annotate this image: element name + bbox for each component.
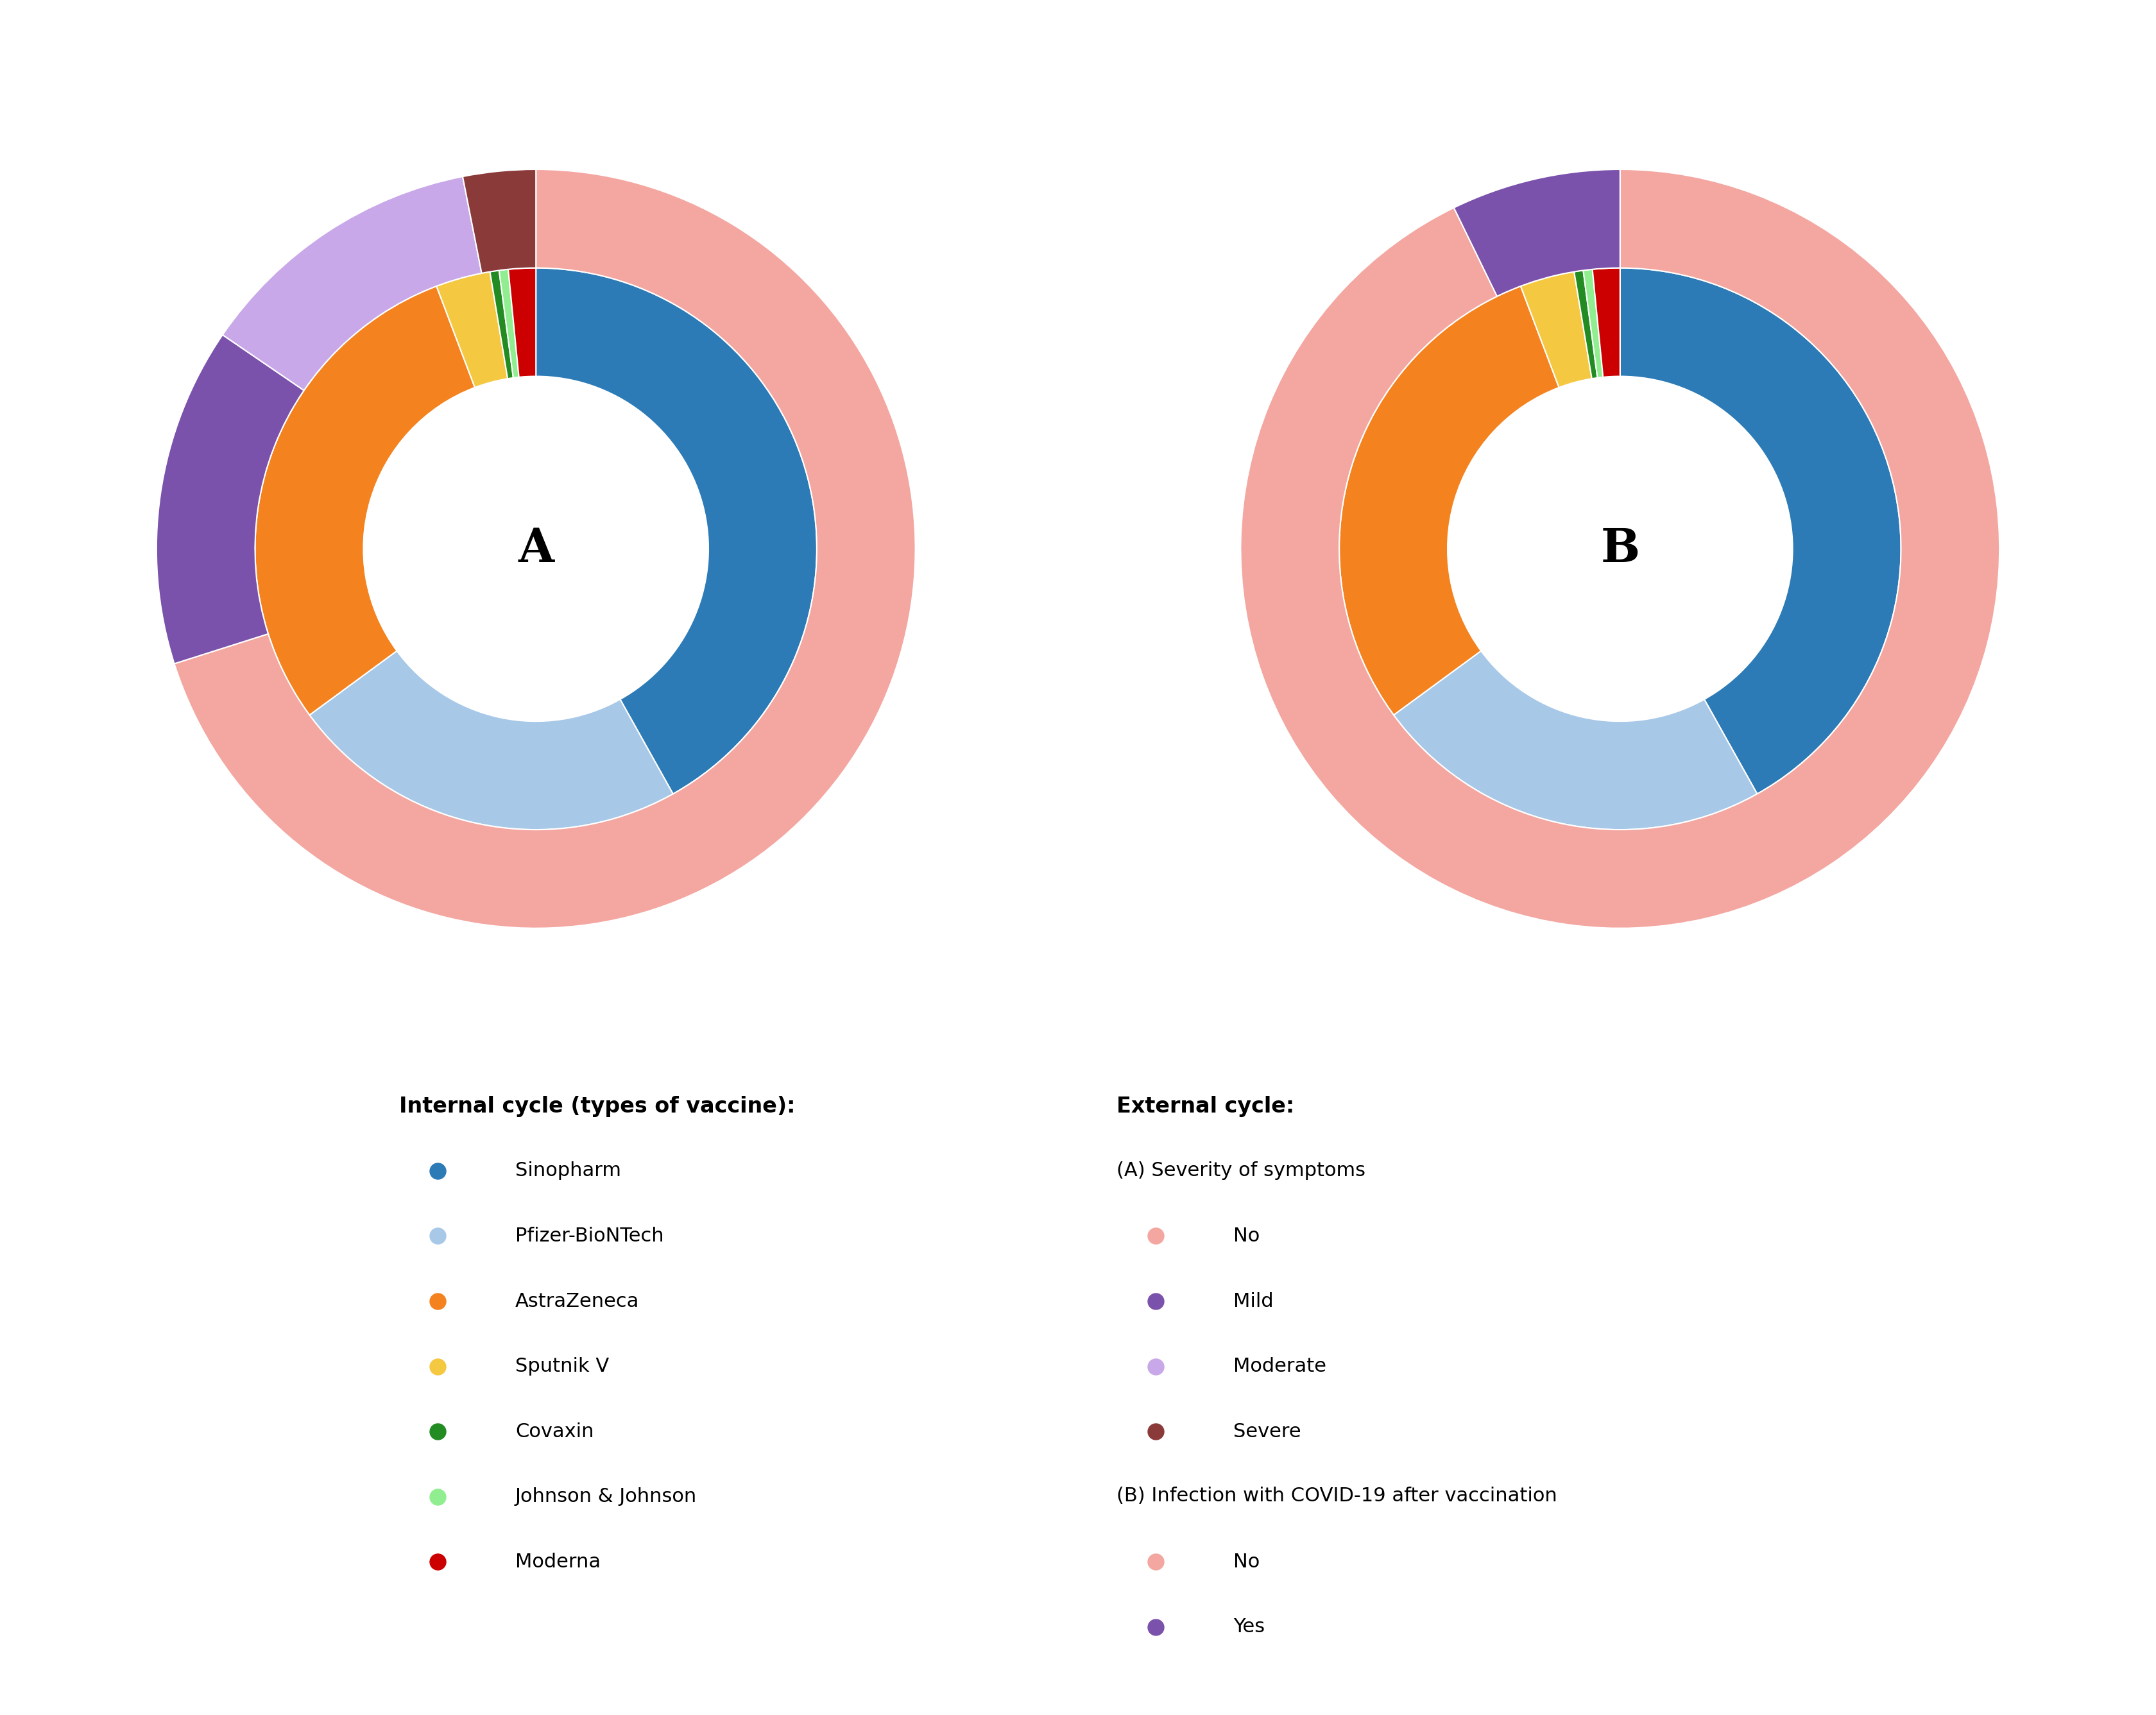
Text: External cycle:: External cycle: <box>1117 1096 1296 1116</box>
Text: No: No <box>1233 1226 1259 1245</box>
Text: Moderna: Moderna <box>515 1552 602 1571</box>
Wedge shape <box>464 170 537 273</box>
Wedge shape <box>1593 268 1619 377</box>
Wedge shape <box>1619 268 1902 794</box>
Text: Johnson & Johnson: Johnson & Johnson <box>515 1487 696 1506</box>
Text: B: B <box>1600 527 1641 571</box>
Wedge shape <box>222 177 481 391</box>
Wedge shape <box>175 170 916 928</box>
Wedge shape <box>436 271 507 388</box>
Text: Internal cycle (types of vaccine):: Internal cycle (types of vaccine): <box>399 1096 796 1116</box>
Text: No: No <box>1233 1552 1259 1571</box>
Text: Mild: Mild <box>1233 1291 1274 1310</box>
Text: A: A <box>517 527 554 571</box>
Wedge shape <box>310 652 673 830</box>
Wedge shape <box>1520 271 1591 388</box>
Wedge shape <box>509 268 537 377</box>
Wedge shape <box>1240 170 1999 928</box>
Text: AstraZeneca: AstraZeneca <box>515 1291 640 1310</box>
Text: Severe: Severe <box>1233 1422 1300 1441</box>
Wedge shape <box>489 271 513 379</box>
Text: Pfizer-BioNTech: Pfizer-BioNTech <box>515 1226 664 1245</box>
Wedge shape <box>1453 170 1619 297</box>
Wedge shape <box>254 286 474 715</box>
Wedge shape <box>498 269 520 377</box>
Text: Moderate: Moderate <box>1233 1357 1326 1375</box>
Text: Sinopharm: Sinopharm <box>515 1161 621 1180</box>
Text: (A) Severity of symptoms: (A) Severity of symptoms <box>1117 1161 1365 1180</box>
Text: Yes: Yes <box>1233 1617 1266 1636</box>
Wedge shape <box>537 268 817 794</box>
Text: Covaxin: Covaxin <box>515 1422 593 1441</box>
Text: Sputnik V: Sputnik V <box>515 1357 610 1375</box>
Wedge shape <box>1393 652 1757 830</box>
Wedge shape <box>157 334 304 664</box>
Wedge shape <box>1574 271 1598 379</box>
Text: (B) Infection with COVID-19 after vaccination: (B) Infection with COVID-19 after vaccin… <box>1117 1487 1557 1506</box>
Wedge shape <box>1339 286 1559 715</box>
Wedge shape <box>1583 269 1604 377</box>
